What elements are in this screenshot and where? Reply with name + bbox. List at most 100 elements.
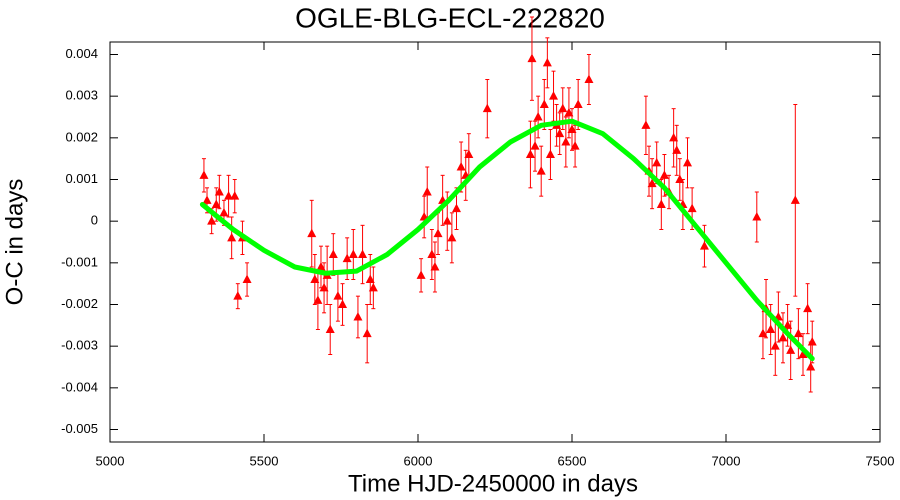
data-point [219,207,229,217]
x-tick-label: 6000 [404,453,433,468]
y-tick-label: -0.004 [61,379,98,394]
data-point [365,274,375,283]
data-point [313,295,323,304]
data-point [793,328,803,338]
data-point [530,141,540,150]
data-point [558,103,568,113]
data-point [338,299,348,308]
x-tick-label: 6500 [558,453,587,468]
data-point [442,216,452,225]
data-point [368,282,378,292]
data-point [766,324,776,333]
data-point [647,178,657,188]
data-point [427,249,437,258]
y-tick-label: -0.003 [61,338,98,353]
data-point [433,228,443,238]
data-point [561,137,571,146]
plot-frame [109,41,881,443]
data-point [536,166,546,175]
data-point [549,91,559,100]
data-point [584,74,594,83]
data-point [224,191,234,200]
data-point [199,170,209,179]
data-point [687,203,697,213]
data-point [539,99,549,108]
data-point [770,341,780,350]
data-point [545,149,555,158]
y-tick-label: 0.001 [65,171,98,186]
y-tick-label: -0.001 [61,254,98,269]
fit-line [199,118,815,362]
data-point [456,162,466,171]
data-point [527,53,537,63]
data-point [652,157,662,167]
data-point [798,349,808,358]
data-point [564,107,574,117]
data-point [447,232,457,242]
data-point [227,232,237,242]
x-tick-label: 7000 [712,453,741,468]
data-point [573,99,583,108]
data-point [325,324,335,333]
data-point [362,328,372,338]
data-point [672,145,682,154]
data-point [416,270,426,279]
y-tick-label: -0.002 [61,296,98,311]
data-point [242,274,252,283]
data-point [211,199,221,208]
data-point [422,187,432,196]
data-point [328,249,338,258]
x-tick-label: 5000 [96,453,125,468]
data-point [803,303,813,313]
chart-title: OGLE-BLG-ECL-222820 [295,2,605,33]
data-point [555,128,565,138]
data-point [786,345,796,354]
data-point [202,195,212,204]
data-point [790,195,800,204]
data-point [342,253,352,263]
data-point [570,141,580,150]
data-point [358,249,368,258]
x-axis-label: Time HJD-2450000 in days [348,470,638,497]
data-point [333,291,343,300]
data-point [659,170,669,179]
data-point [567,124,577,133]
y-tick-label: 0.002 [65,129,98,144]
y-tick-label: 0.003 [65,88,98,103]
y-tick-label: -0.005 [61,421,98,436]
data-point [778,332,788,342]
data-point [319,282,329,292]
data-point [525,149,535,158]
data-point [699,241,709,250]
y-tick-label: 0.004 [65,46,98,61]
data-point [758,328,768,338]
data-point [669,132,679,142]
x-tick-label: 5500 [250,453,279,468]
data-point [348,249,358,258]
data-point [214,187,224,196]
data-point [307,228,317,238]
data-point [542,57,552,67]
data-point [783,320,793,329]
data-point [207,216,217,225]
data-point [533,112,543,121]
data-point [675,174,685,183]
data-point [752,212,762,221]
data-point [353,312,363,321]
y-axis-label: O-C in days [1,179,28,306]
data-point [430,262,440,271]
data-point [807,337,817,346]
data-point [230,191,240,200]
y-tick-label: 0 [91,213,98,228]
data-point [683,157,692,167]
data-point [656,199,666,208]
data-point [464,149,474,158]
data-point [482,103,492,113]
data-point [310,274,320,283]
data-point [806,362,816,371]
data-point [641,120,651,129]
data-point [233,291,243,300]
data-point [316,262,326,271]
data-point [452,203,461,213]
